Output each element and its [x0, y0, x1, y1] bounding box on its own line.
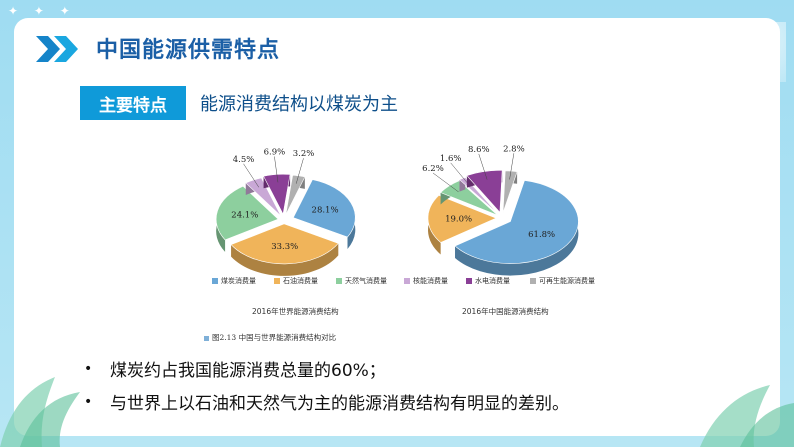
pie-data-label: 6.9% [264, 147, 286, 157]
pie-data-label: 8.6% [468, 145, 490, 155]
pie-slice-side [231, 243, 339, 276]
legend-item-coal: 煤炭消费量 [212, 276, 256, 286]
pie-slice-oil [427, 194, 497, 243]
pie-slice-nuclear [245, 177, 282, 217]
pie-data-label: 24.1% [231, 211, 258, 221]
sparkle-decoration-icon: ✦ ✦ ✦ [8, 4, 76, 18]
figure-note: 图2.13 中国与世界能源消费结构对比 [204, 332, 336, 343]
section-subtitle: 能源消费结构以煤炭为主 [200, 94, 398, 115]
chart-legend: 煤炭消费量 石油消费量 天然气消费量 核能消费量 水电消费量 可再生能源消费量 [212, 276, 612, 290]
legend-item-hydro: 水电消费量 [466, 276, 510, 286]
bullet-item: • 与世界上以石油和天然气为主的能源消费结构有明显的差别。 [84, 393, 569, 415]
bullet-list: • 煤炭约占我国能源消费总量的60%； • 与世界上以石油和天然气为主的能源消费结构… [84, 352, 569, 418]
pie-data-label: 2.8% [503, 144, 525, 154]
pie-figure: 28.1% 33.3% 24.1% 4.5% 6.9% 3.2% 61.8% 19.0% 6.2… [200, 132, 620, 347]
pie-slice-renewable [285, 174, 306, 216]
legend-item-nuclear: 核能消费量 [404, 276, 448, 286]
double-chevron-right-icon [36, 36, 78, 62]
bullet-dot-icon: • [84, 393, 93, 410]
page-title: 中国能源供需特点 [96, 38, 281, 63]
pie-slice-hydro [466, 170, 503, 214]
pie-leader-line [295, 158, 304, 184]
legend-item-renewable: 可再生能源消费量 [530, 276, 595, 286]
pie-leader-line [450, 162, 470, 186]
pie-leader-line [478, 153, 488, 180]
world-chart-title: 2016年世界能源消费结构 [252, 307, 339, 316]
pie-data-label: 19.0% [445, 215, 472, 225]
pie-data-label: 28.1% [312, 206, 339, 216]
pie-slice-side [455, 180, 579, 276]
legend-item-gas: 天然气消费量 [336, 276, 387, 286]
pie-data-label: 6.2% [422, 164, 444, 174]
pie-leader-line [274, 156, 279, 183]
pie-leader-line [432, 172, 459, 193]
pie-data-label: 1.6% [440, 154, 462, 164]
pie-data-label: 4.5% [233, 155, 255, 165]
pie-charts-svg: 28.1% 33.3% 24.1% 4.5% 6.9% 3.2% 61.8% 19.0% 6.2… [215, 144, 579, 276]
pie-slice-oil [230, 223, 339, 265]
pie-data-label: 3.2% [293, 149, 315, 159]
pie-data-label: 33.3% [271, 242, 298, 252]
pie-slice-coal [292, 179, 356, 238]
pie-data-label: 61.8% [528, 230, 555, 240]
legend-item-oil: 石油消费量 [274, 276, 318, 286]
pie-leader-line [509, 153, 515, 180]
china-chart-title: 2016年中国能源消费结构 [462, 307, 549, 316]
pie-leader-line [243, 163, 260, 188]
pie-slice-renewable [502, 170, 518, 213]
pie-slice-coal [454, 180, 579, 264]
bullet-dot-icon: • [84, 360, 93, 377]
pie-slice-gas [215, 185, 279, 241]
glow-decoration [646, 22, 786, 82]
feature-badge: 主要特点 [80, 86, 186, 120]
bullet-item: • 煤炭约占我国能源消费总量的60%； [84, 360, 386, 382]
